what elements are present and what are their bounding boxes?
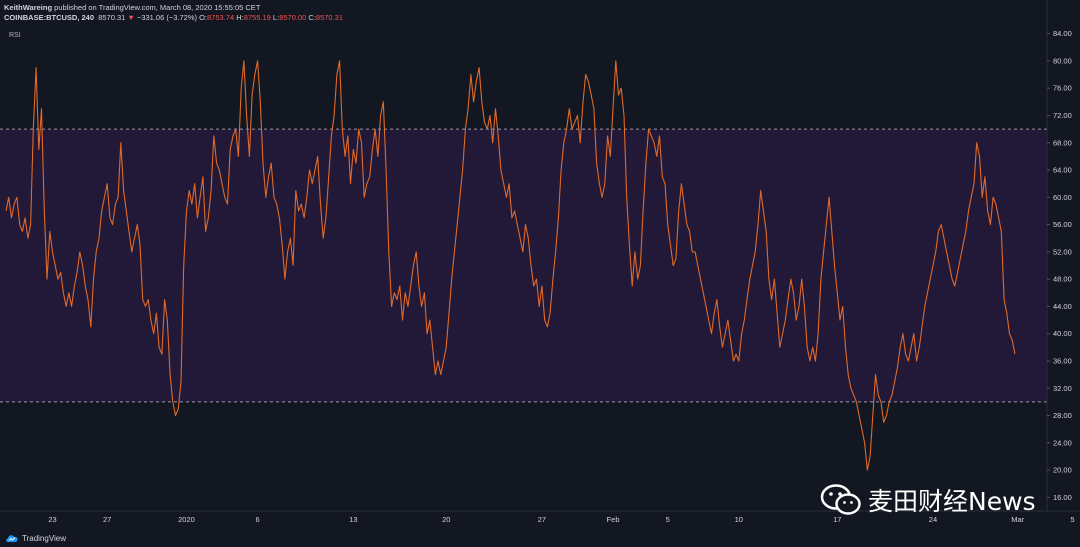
x-tick-label: 27 — [538, 515, 546, 524]
rsi-band — [0, 129, 1047, 402]
price-change: −331.06 (−3.72%) — [136, 13, 197, 22]
ohlc-value: 8753.74 — [207, 13, 235, 22]
symbol-label[interactable]: COINBASE:BTCUSD, 240 — [4, 13, 95, 22]
x-tick-label: 23 — [48, 515, 56, 524]
y-tick-label: 24.00 — [1053, 438, 1072, 447]
watermark-text: 麦田财经News — [868, 487, 1036, 516]
y-tick-label: 60.00 — [1053, 193, 1072, 202]
y-tick-label: 80.00 — [1053, 56, 1072, 65]
ohlc-key: L: — [270, 13, 280, 22]
wechat-watermark: 麦田财经News — [820, 482, 1036, 518]
y-tick-label: 52.00 — [1053, 247, 1072, 256]
y-tick-label: 36.00 — [1053, 356, 1072, 365]
x-tick-label: Feb — [607, 515, 620, 524]
ohlc-key: C: — [306, 13, 316, 22]
x-tick-label: 5 — [666, 515, 670, 524]
x-tick-label: 5 — [1070, 515, 1074, 524]
last-price: 8570.31 — [98, 13, 126, 22]
chart-header: KeithWareing published on TradingView.co… — [4, 3, 343, 23]
ohlc-value: 8570.00 — [279, 13, 307, 22]
y-tick-label: 72.00 — [1053, 111, 1072, 120]
x-tick-label: 6 — [255, 515, 259, 524]
author-name[interactable]: KeithWareing — [4, 3, 53, 12]
y-tick-label: 56.00 — [1053, 220, 1072, 229]
y-tick-label: 20.00 — [1053, 466, 1072, 475]
brand-name: TradingView — [22, 533, 67, 543]
x-tick-label: 17 — [833, 515, 841, 524]
publish-info: published on TradingView.com, March 08, … — [54, 3, 261, 12]
y-tick-label: 64.00 — [1053, 166, 1072, 175]
x-tick-label: 2020 — [178, 515, 195, 524]
y-tick-label: 16.00 — [1053, 493, 1072, 502]
ohlc-key: O: — [199, 13, 207, 22]
time-axis[interactable]: 232720206132027Feb5101724Mar59 — [48, 515, 1080, 524]
y-tick-label: 76.00 — [1053, 84, 1072, 93]
y-tick-label: 32.00 — [1053, 384, 1072, 393]
triangle-down-icon: ▼ — [127, 13, 135, 22]
x-tick-label: 27 — [103, 515, 111, 524]
y-tick-label: 48.00 — [1053, 275, 1072, 284]
x-tick-label: 10 — [735, 515, 743, 524]
y-tick-label: 28.00 — [1053, 411, 1072, 420]
tradingview-cloud-icon — [6, 535, 18, 542]
ohlc-values: O:8753.74 H:8755.19 L:8570.00 C:8570.31 — [199, 13, 343, 22]
ohlc-value: 8570.31 — [315, 13, 344, 22]
y-tick-label: 44.00 — [1053, 302, 1072, 311]
x-tick-label: 24 — [929, 515, 937, 524]
x-tick-label: Mar — [1011, 515, 1024, 524]
y-tick-label: 84.00 — [1053, 29, 1072, 38]
ohlc-key: H: — [234, 13, 244, 22]
y-tick-label: 40.00 — [1053, 329, 1072, 338]
ohlc-value: 8755.19 — [243, 13, 271, 22]
rsi-series-line — [5, 60, 1016, 471]
wechat-icon — [820, 484, 861, 515]
tradingview-branding[interactable]: TradingView — [5, 531, 66, 545]
indicator-label[interactable]: RSI — [9, 32, 21, 39]
price-axis[interactable]: 84.00 80.00 76.00 72.00 68.00 64.00 60.00 56.00… — [1047, 29, 1072, 502]
x-tick-label: 20 — [442, 515, 450, 524]
x-tick-label: 13 — [349, 515, 357, 524]
y-tick-label: 68.00 — [1053, 138, 1072, 147]
